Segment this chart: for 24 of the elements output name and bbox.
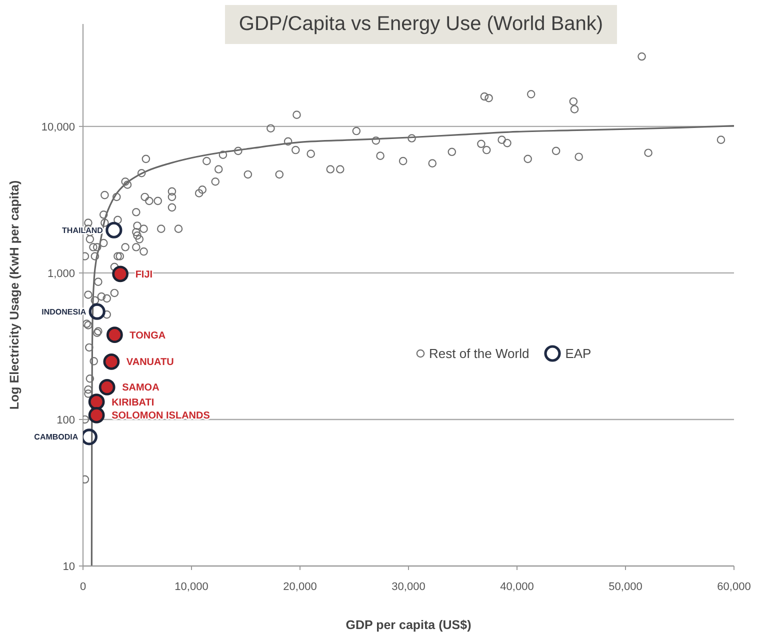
x-tick-label: 30,000	[392, 580, 426, 593]
legend-label: EAP	[565, 346, 592, 361]
x-axis-title: GDP per capita (US$)	[346, 618, 472, 632]
annotation: KIRIBATI	[112, 397, 154, 408]
x-tick-label: 60,000	[717, 580, 751, 593]
annotation: INDONESIA	[42, 307, 86, 316]
chart-title: GDP/Capita vs Energy Use (World Bank)	[224, 5, 618, 44]
annotation: VANUATU	[126, 357, 174, 368]
y-axis-title: Log Electricity Usage (KwH per capita)	[7, 180, 22, 410]
annotation: SAMOA	[122, 382, 160, 394]
x-tick-label: 50,000	[608, 580, 642, 593]
annotation: TONGA	[130, 330, 166, 342]
y-tick-label: 1,000	[47, 268, 75, 280]
annotation: FIJI	[135, 269, 153, 280]
annotation: SOLOMON ISLANDS	[112, 410, 210, 422]
x-tick-label: 20,000	[283, 580, 317, 593]
y-tick-label: 10,000	[41, 121, 75, 134]
x-tick-label: 10,000	[174, 580, 208, 593]
y-tick-label: 10	[62, 560, 75, 573]
x-tick-label: 40,000	[500, 580, 534, 593]
x-tick-label: 0	[80, 580, 86, 593]
annotation: CAMBODIA	[34, 432, 78, 442]
y-tick-label: 100	[56, 414, 75, 426]
legend-label: Rest of the World	[429, 346, 530, 361]
